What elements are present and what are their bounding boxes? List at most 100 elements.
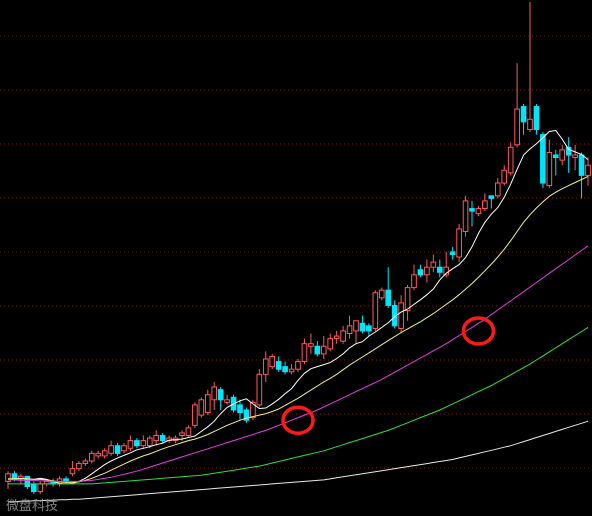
candle-body — [159, 435, 166, 442]
candle — [192, 402, 198, 428]
candle-body — [424, 266, 430, 276]
candle-body — [482, 200, 488, 210]
moving-average-line-ma_lightgray — [8, 420, 589, 503]
candle-body — [353, 320, 359, 332]
candle — [262, 351, 269, 382]
candle — [69, 461, 76, 477]
candle — [552, 149, 559, 176]
candle-body — [559, 149, 566, 161]
candle-body — [262, 358, 269, 375]
candle-body — [333, 335, 340, 340]
candle — [114, 443, 121, 456]
candle-body — [494, 182, 501, 197]
candle — [456, 223, 462, 263]
candle-body — [572, 154, 578, 159]
candle-body — [527, 118, 533, 131]
watermark-text: 微盘科技 — [6, 499, 59, 514]
candle-body — [295, 361, 301, 370]
candle-body — [198, 399, 205, 416]
candle-body — [250, 401, 256, 419]
candle — [346, 315, 353, 339]
candle — [301, 338, 308, 365]
moving-average-line-ma_white — [8, 129, 589, 485]
candle — [127, 435, 134, 451]
candle-body — [340, 330, 346, 342]
candle — [585, 157, 591, 186]
candle — [121, 443, 127, 454]
candle — [417, 264, 424, 278]
candle — [243, 407, 250, 423]
candle — [430, 254, 437, 273]
candle — [82, 458, 89, 467]
candle-body — [153, 435, 160, 442]
candle — [95, 450, 102, 459]
candle-body — [540, 134, 546, 184]
candle-body — [237, 404, 243, 414]
candle-body — [475, 208, 482, 215]
candle-body — [501, 169, 508, 184]
candle-body — [411, 274, 417, 289]
highlight-circle — [461, 316, 496, 346]
candle-body — [288, 368, 295, 373]
candle-body — [488, 195, 495, 199]
candle-body — [192, 404, 198, 426]
candle — [494, 177, 501, 199]
candle-body — [217, 389, 224, 401]
candle-body — [398, 302, 404, 329]
candle-body — [430, 261, 437, 268]
highlight-circle — [281, 405, 315, 435]
candle — [540, 132, 546, 189]
candle — [146, 435, 153, 449]
candle-body — [179, 432, 185, 437]
candle-body — [546, 151, 553, 187]
candle — [482, 193, 488, 212]
candle — [288, 364, 295, 375]
candle-body — [359, 322, 366, 332]
candle — [391, 300, 398, 329]
candle — [295, 359, 301, 372]
candle — [30, 481, 37, 495]
candle-body — [533, 106, 540, 131]
candle-body — [449, 251, 456, 255]
candle-body — [5, 473, 11, 482]
candle — [507, 142, 514, 176]
candle-body — [211, 386, 218, 401]
candle — [527, 2, 533, 133]
candle-body — [146, 437, 153, 447]
candle — [462, 195, 469, 237]
candle-body — [76, 463, 82, 470]
candle — [153, 430, 160, 446]
candle-body — [436, 266, 443, 273]
watermark: 微盘科技 — [6, 495, 58, 514]
candle-body — [185, 427, 192, 437]
candle — [37, 481, 44, 495]
candle — [436, 259, 443, 278]
candle-body — [320, 345, 327, 355]
candle — [372, 290, 379, 331]
candle — [559, 144, 566, 166]
candle — [314, 341, 321, 357]
candle — [411, 264, 417, 291]
moving-averages — [8, 129, 589, 503]
candle-body — [520, 106, 527, 123]
candle-body — [256, 373, 263, 406]
candle — [88, 450, 95, 464]
highlight-marks — [281, 316, 496, 435]
candle — [424, 259, 430, 283]
candle — [76, 461, 82, 472]
candle — [404, 285, 411, 321]
candle — [385, 267, 392, 308]
candle — [475, 206, 482, 217]
candle-body — [108, 445, 114, 454]
candle-body — [204, 394, 211, 414]
candle-body — [443, 266, 450, 276]
candle-body — [30, 483, 37, 493]
candle-body — [552, 154, 559, 159]
candle — [217, 387, 224, 410]
candle — [469, 200, 475, 227]
candle — [366, 323, 372, 337]
candle — [108, 440, 114, 456]
candle-body — [127, 440, 134, 449]
candle — [340, 325, 346, 344]
candle — [166, 435, 172, 444]
